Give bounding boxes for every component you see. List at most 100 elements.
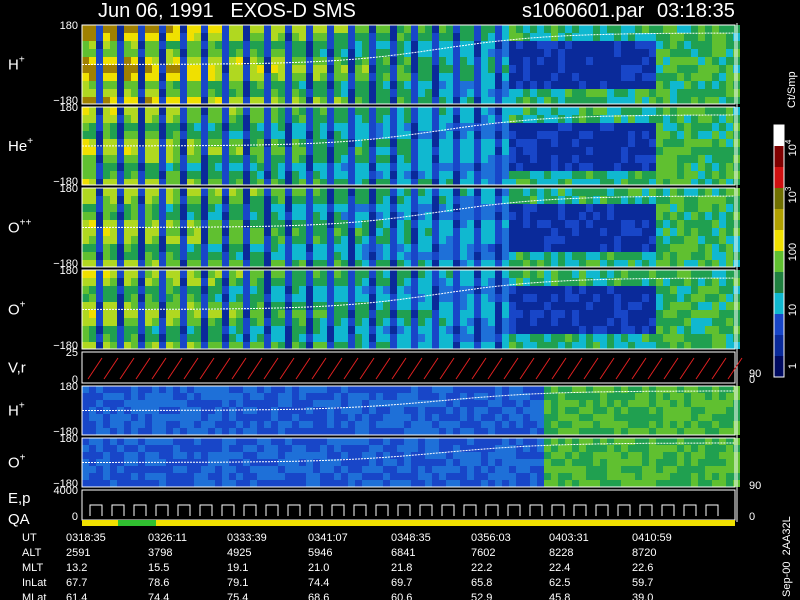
spectrogram-cell: [411, 107, 418, 115]
spectrogram-cell: [670, 147, 677, 155]
spectrogram-cell: [726, 188, 733, 196]
spectrogram-cell: [138, 473, 145, 480]
spectrogram-cell: [327, 81, 334, 89]
spectrogram-cell: [292, 163, 299, 171]
spectrogram-cell: [544, 334, 551, 342]
spectrogram-cell: [467, 73, 474, 81]
spectrogram-cell: [635, 89, 642, 97]
spectrogram-cell: [194, 445, 201, 452]
spectrogram-cell: [670, 212, 677, 220]
spectrogram-cell: [544, 97, 551, 104]
spectrogram-cell: [642, 212, 649, 220]
spectrogram-cell: [593, 57, 600, 65]
spectrogram-cell: [649, 428, 656, 435]
spectrogram-cell: [208, 171, 215, 179]
spectrogram-cell: [215, 260, 222, 267]
spectrogram-cell: [691, 57, 698, 65]
spectrogram-cell: [712, 302, 719, 310]
spectrogram-cell: [572, 212, 579, 220]
spectrogram-cell: [166, 188, 173, 196]
spectrogram-cell: [96, 123, 103, 131]
spectrogram-cell: [558, 473, 565, 480]
spectrogram-cell: [677, 41, 684, 49]
spectrogram-cell: [285, 260, 292, 267]
spectrogram-cell: [586, 278, 593, 286]
spectrogram-cell: [208, 342, 215, 349]
spectrogram-cell: [432, 212, 439, 220]
spectrogram-cell: [439, 334, 446, 342]
spectrogram-cell: [621, 188, 628, 196]
spectrogram-cell: [579, 286, 586, 294]
spectrogram-cell: [103, 302, 110, 310]
spectrogram-cell: [488, 73, 495, 81]
spectrogram-cell: [628, 278, 635, 286]
spectrogram-cell: [152, 452, 159, 459]
spectrogram-cell: [565, 452, 572, 459]
spectrogram-cell: [222, 452, 229, 459]
spectrogram-cell: [523, 41, 530, 49]
spectrogram-cell: [306, 302, 313, 310]
spectrogram-cell: [313, 326, 320, 334]
spectrogram-cell: [250, 459, 257, 466]
spectrogram-cell: [481, 286, 488, 294]
spectrogram-cell: [572, 466, 579, 473]
spectrogram-cell: [348, 97, 355, 104]
spectrogram-cell: [628, 252, 635, 260]
spectrogram-cell: [537, 473, 544, 480]
spectrogram-cell: [551, 400, 558, 407]
spectrogram-cell: [565, 260, 572, 267]
spectrogram-cell: [656, 318, 663, 326]
spectrogram-cell: [334, 294, 341, 302]
spectrogram-cell: [726, 326, 733, 334]
spectrogram-cell: [614, 260, 621, 267]
spectrogram-cell: [390, 89, 397, 97]
spectrogram-cell: [334, 278, 341, 286]
spectrogram-cell: [628, 452, 635, 459]
spectrogram-cell: [299, 57, 306, 65]
spectrogram-cell: [411, 97, 418, 104]
spectrogram-cell: [250, 57, 257, 65]
spectrogram-cell: [663, 252, 670, 260]
spectrogram-cell: [558, 123, 565, 131]
spectrogram-cell: [173, 473, 180, 480]
spectrogram-cell: [607, 57, 614, 65]
spectrogram-cell: [684, 57, 691, 65]
spectrogram-cell: [243, 318, 250, 326]
spectrogram-cell: [621, 452, 628, 459]
spectrogram-cell: [523, 236, 530, 244]
spectrogram-cell: [320, 334, 327, 342]
spectrogram-cell: [698, 147, 705, 155]
spectrogram-cell: [474, 310, 481, 318]
spectrogram-cell: [537, 260, 544, 267]
spectrogram-cell: [677, 278, 684, 286]
spectrogram-cell: [152, 260, 159, 267]
spectrogram-cell: [600, 473, 607, 480]
spectrogram-cell: [362, 49, 369, 57]
spectrogram-cell: [292, 228, 299, 236]
spectrogram-cell: [285, 41, 292, 49]
spectrogram-cell: [579, 220, 586, 228]
spectrogram-cell: [453, 73, 460, 81]
spectrogram-cell: [635, 155, 642, 163]
spectrogram-cell: [369, 334, 376, 342]
spectrogram-cell: [397, 421, 404, 428]
spectrogram-cell: [691, 49, 698, 57]
spectrogram-cell: [243, 228, 250, 236]
spectrogram-cell: [271, 260, 278, 267]
spectrogram-cell: [551, 318, 558, 326]
spectrogram-cell: [117, 155, 124, 163]
spectrogram-cell: [390, 147, 397, 155]
spectrogram-cell: [712, 244, 719, 252]
spectrogram-cell: [516, 452, 523, 459]
spectrogram-cell: [320, 179, 327, 185]
spectrogram-cell: [691, 407, 698, 414]
spectrogram-cell: [691, 41, 698, 49]
spectrogram-cell: [544, 466, 551, 473]
spectrogram-cell: [628, 73, 635, 81]
spectrogram-cell: [166, 41, 173, 49]
spectrogram-cell: [614, 107, 621, 115]
spectrogram-cell: [656, 428, 663, 435]
spectrogram-cell: [572, 438, 579, 445]
spectrogram-cell: [320, 115, 327, 123]
spectrogram-cell: [194, 302, 201, 310]
